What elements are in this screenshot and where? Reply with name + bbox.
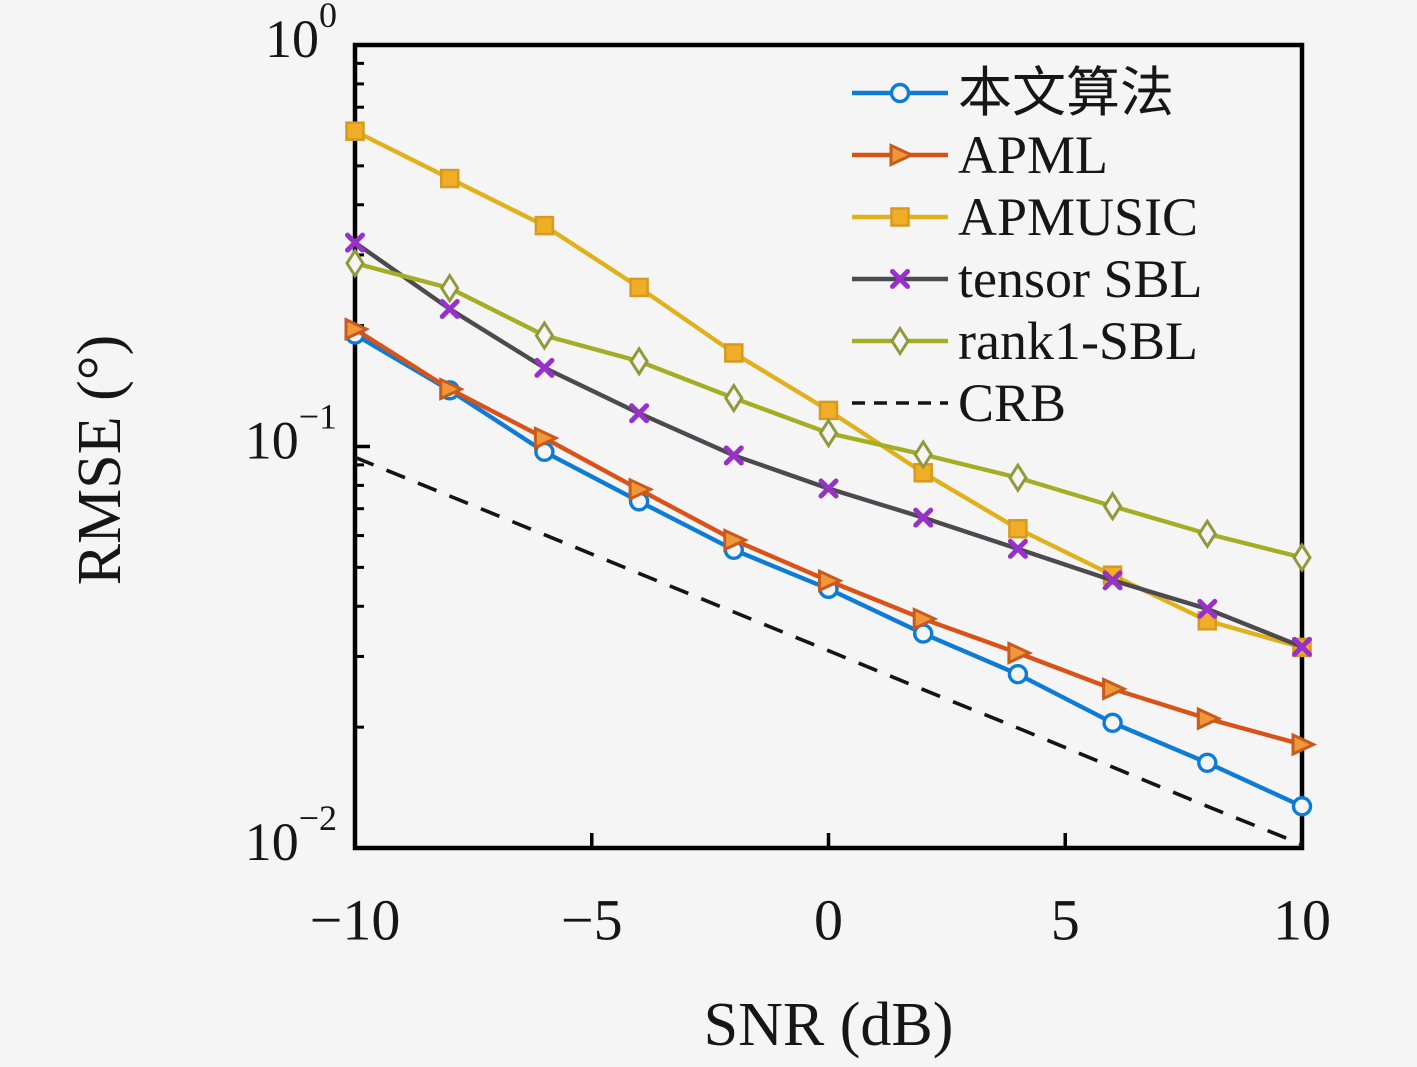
marker-square-apmusic bbox=[439, 168, 460, 189]
legend-label-apml: APML bbox=[958, 125, 1108, 185]
legend-item-apml: APML bbox=[852, 125, 1108, 185]
marker-x-tensor-sbl bbox=[890, 269, 910, 289]
x-tick-label: 10 bbox=[1273, 888, 1331, 953]
legend-item-proposed: 本文算法 bbox=[852, 63, 1174, 123]
marker-triangle-apml bbox=[344, 317, 371, 342]
marker-x-tensor-sbl bbox=[913, 507, 934, 528]
marker-diamond-rank1-sbl bbox=[890, 325, 910, 357]
marker-triangle-apml bbox=[1196, 706, 1223, 731]
marker-square-apmusic bbox=[1008, 518, 1028, 539]
marker-x-tensor-sbl bbox=[1102, 570, 1123, 591]
marker-x-tensor-sbl bbox=[723, 445, 744, 466]
marker-x-tensor-sbl bbox=[1197, 598, 1218, 619]
x-axis-label: SNR (dB) bbox=[704, 991, 954, 1059]
marker-triangle-apml bbox=[533, 426, 560, 450]
marker-x-tensor-sbl bbox=[1007, 538, 1028, 559]
y-tick-label: 100 bbox=[265, 0, 337, 69]
marker-circle-proposed bbox=[1007, 663, 1029, 685]
marker-diamond-rank1-sbl bbox=[1292, 542, 1312, 573]
marker-diamond-rank1-sbl bbox=[629, 346, 649, 377]
marker-diamond-rank1-sbl bbox=[1008, 462, 1028, 494]
marker-square-apmusic bbox=[629, 277, 649, 298]
x-tick-label: −5 bbox=[561, 888, 623, 953]
marker-circle-proposed bbox=[1102, 712, 1123, 734]
legend-item-crb: CRB bbox=[852, 373, 1066, 433]
marker-square-apmusic bbox=[724, 343, 744, 363]
marker-diamond-rank1-sbl bbox=[439, 272, 460, 304]
x-tick-label: 0 bbox=[814, 888, 843, 953]
marker-diamond-rank1-sbl bbox=[913, 439, 933, 470]
series-proposed bbox=[344, 324, 1313, 817]
marker-diamond-rank1-sbl bbox=[534, 320, 555, 351]
y-tick-label: 10−1 bbox=[245, 397, 337, 471]
marker-square-apmusic bbox=[890, 207, 910, 227]
marker-triangle-apml bbox=[628, 477, 655, 502]
marker-circle-proposed bbox=[1291, 796, 1313, 817]
marker-triangle-apml bbox=[1007, 641, 1033, 665]
legend-item-tensor-sbl: tensor SBL bbox=[852, 249, 1203, 309]
marker-x-tensor-sbl bbox=[345, 232, 365, 253]
series-tensor-sbl bbox=[345, 232, 1312, 657]
marker-circle-proposed bbox=[1197, 752, 1218, 774]
legend-label-apmusic: APMUSIC bbox=[958, 187, 1198, 247]
x-tick-label: 5 bbox=[1051, 888, 1080, 953]
series-line-apml bbox=[353, 327, 1303, 747]
marker-triangle-apml bbox=[723, 528, 749, 552]
marker-x-tensor-sbl bbox=[1292, 636, 1312, 657]
marker-x-tensor-sbl bbox=[629, 403, 650, 424]
marker-diamond-rank1-sbl bbox=[724, 382, 744, 414]
series-rank1-sbl bbox=[345, 247, 1312, 573]
marker-triangle-apml bbox=[912, 607, 939, 631]
y-axis-label: RMSE (°) bbox=[66, 335, 134, 585]
x-tick-label: −10 bbox=[310, 888, 401, 953]
marker-diamond-rank1-sbl bbox=[1197, 518, 1218, 550]
y-tick-label: 10−2 bbox=[245, 798, 337, 872]
marker-square-apmusic bbox=[534, 215, 555, 236]
marker-square-apmusic bbox=[818, 400, 839, 421]
marker-triangle-apml bbox=[889, 143, 916, 167]
marker-diamond-rank1-sbl bbox=[345, 247, 365, 279]
legend-item-rank1-sbl: rank1-SBL bbox=[852, 311, 1198, 371]
marker-x-tensor-sbl bbox=[818, 478, 839, 499]
marker-triangle-apml bbox=[1102, 677, 1128, 701]
legend-item-apmusic: APMUSIC bbox=[852, 187, 1198, 247]
marker-diamond-rank1-sbl bbox=[818, 417, 839, 449]
marker-diamond-rank1-sbl bbox=[1102, 490, 1123, 522]
series-apml bbox=[344, 317, 1318, 757]
marker-x-tensor-sbl bbox=[439, 299, 460, 320]
marker-triangle-apml bbox=[818, 568, 844, 593]
series-crb bbox=[354, 455, 1303, 847]
marker-triangle-apml bbox=[439, 377, 465, 401]
legend-label-proposed: 本文算法 bbox=[958, 63, 1174, 123]
marker-square-apmusic bbox=[345, 121, 365, 141]
marker-x-tensor-sbl bbox=[534, 357, 555, 378]
marker-triangle-apml bbox=[1291, 732, 1318, 757]
legend-label-crb: CRB bbox=[958, 373, 1066, 433]
marker-circle-proposed bbox=[889, 82, 911, 104]
legend-label-tensor-sbl: tensor SBL bbox=[958, 249, 1203, 309]
series-line-crb bbox=[354, 455, 1303, 847]
legend-label-rank1-sbl: rank1-SBL bbox=[958, 311, 1198, 371]
